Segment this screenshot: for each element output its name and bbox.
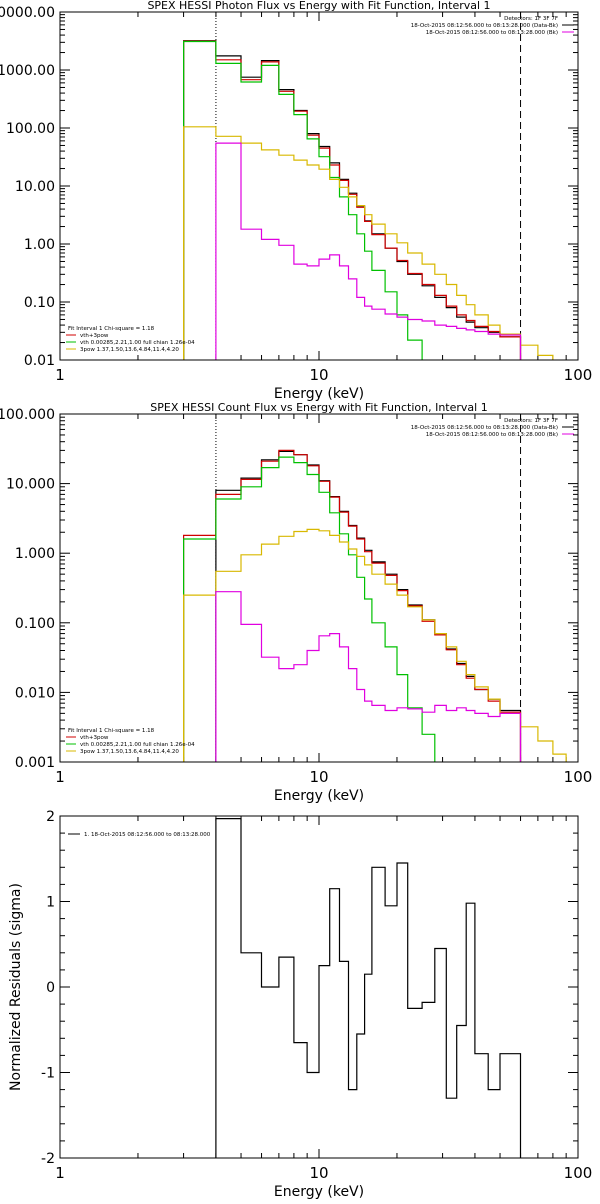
- legend-entry: vth+3pow: [80, 333, 109, 339]
- series-vth-3pow-line: [183, 449, 522, 762]
- series-residuals-line: [215, 818, 522, 1158]
- x-axis-label: Energy (keV): [274, 386, 364, 402]
- y-tick-label: 0.01: [24, 353, 55, 369]
- x-tick-label: 100: [564, 366, 593, 384]
- y-tick-label: 10.00: [15, 179, 55, 195]
- y-tick-label: 100.000: [0, 407, 55, 423]
- y-tick-label: 1000.00: [0, 63, 55, 79]
- legend-entry: 3pow 1.37,1.50,13.6,4.84,11.4,4.20: [80, 749, 179, 755]
- x-tick-label: 10: [309, 366, 328, 384]
- chart-title: SPEX HESSI Photon Flux vs Energy with Fi…: [147, 0, 490, 12]
- series-bk-line: [215, 591, 522, 762]
- plot-frame: [59, 413, 579, 763]
- chart-title: SPEX HESSI Count Flux vs Energy with Fit…: [150, 401, 487, 414]
- chart-panel-1: SPEX HESSI Photon Flux vs Energy with Fi…: [0, 0, 592, 402]
- series-3pow-line: [183, 528, 567, 762]
- plot-area: [215, 818, 522, 1158]
- y-tick-label: 0.100: [15, 616, 55, 632]
- legend-entry: Fit Interval 1 Chi-square = 1.18: [68, 326, 155, 332]
- legend-entry: 3pow 1.37,1.50,13.6,4.84,11.4,4.20: [80, 347, 179, 353]
- x-tick-label: 100: [564, 1164, 593, 1182]
- plot-area: [183, 40, 554, 360]
- y-tick-label: 0.010: [15, 685, 55, 701]
- legend-entry: 1. 18-Oct-2015 08:12:56.000 to 08:13:28.…: [84, 832, 211, 838]
- y-axis-label: Normalized Residuals (sigma): [8, 883, 24, 1091]
- plot-area: [183, 449, 567, 762]
- legend-entry: vth+3pow: [80, 735, 109, 741]
- series-data-bk-line: [215, 450, 522, 762]
- x-tick-label: 100: [564, 768, 593, 786]
- header-line: Detectors: 1F 3F 7F: [504, 418, 558, 424]
- y-tick-label: 1: [46, 895, 55, 911]
- y-tick-label: 10000.00: [0, 5, 55, 21]
- series-3pow-line: [183, 126, 554, 360]
- legend-entry: vth 0.00285,2.21,1.00 full chian 1.26e-0…: [80, 340, 195, 346]
- plot-frame: [59, 815, 579, 1159]
- header-line: 18-Oct-2015 08:12:56.000 to 08:13:28.000…: [426, 432, 558, 438]
- header-line: 18-Oct-2015 08:12:56.000 to 08:13:28.000…: [426, 30, 558, 36]
- y-tick-label: 2: [46, 809, 55, 825]
- x-axis-label: Energy (keV): [274, 1184, 364, 1200]
- y-tick-label: 0.10: [24, 295, 55, 311]
- y-tick-label: -1: [41, 1066, 55, 1082]
- chart-panel-3: 1 10 100 -2 -1 0 1 2 Energy (keV) Normalized Resi…: [8, 809, 592, 1200]
- x-tick-label: 1: [55, 1164, 65, 1182]
- y-tick-label: 1.000: [15, 546, 55, 562]
- x-tick-label: 10: [309, 768, 328, 786]
- y-tick-label: 10.000: [6, 477, 55, 493]
- series-vth-line: [183, 40, 423, 360]
- y-tick-label: 1.00: [24, 237, 55, 253]
- series-vth-line: [183, 456, 436, 762]
- y-tick-label: 0: [46, 980, 55, 996]
- y-tick-label: 0.001: [15, 755, 55, 771]
- series-bk-line: [215, 142, 522, 360]
- legend-entry: vth 0.00285,2.21,1.00 full chian 1.26e-0…: [80, 742, 195, 748]
- plot-frame: [59, 11, 579, 361]
- series-vth-3pow-line: [183, 40, 522, 360]
- chart-panel-2: SPEX HESSI Count Flux vs Energy with Fit…: [0, 401, 592, 804]
- header-line: 18-Oct-2015 08:12:56.000 to 08:13:28.000…: [411, 425, 558, 431]
- y-tick-label: -2: [41, 1151, 55, 1167]
- x-axis-label: Energy (keV): [274, 788, 364, 804]
- series-data-bk-line: [183, 40, 522, 360]
- header-line: 18-Oct-2015 08:12:56.000 to 08:13:28.000…: [411, 23, 558, 29]
- legend-entry: Fit Interval 1 Chi-square = 1.18: [68, 728, 155, 734]
- x-tick-label: 10: [309, 1164, 328, 1182]
- header-line: Detectors: 1F 3F 7F: [504, 16, 558, 22]
- x-tick-label: 1: [55, 366, 65, 384]
- x-tick-label: 1: [55, 768, 65, 786]
- y-tick-label: 100.00: [6, 121, 55, 137]
